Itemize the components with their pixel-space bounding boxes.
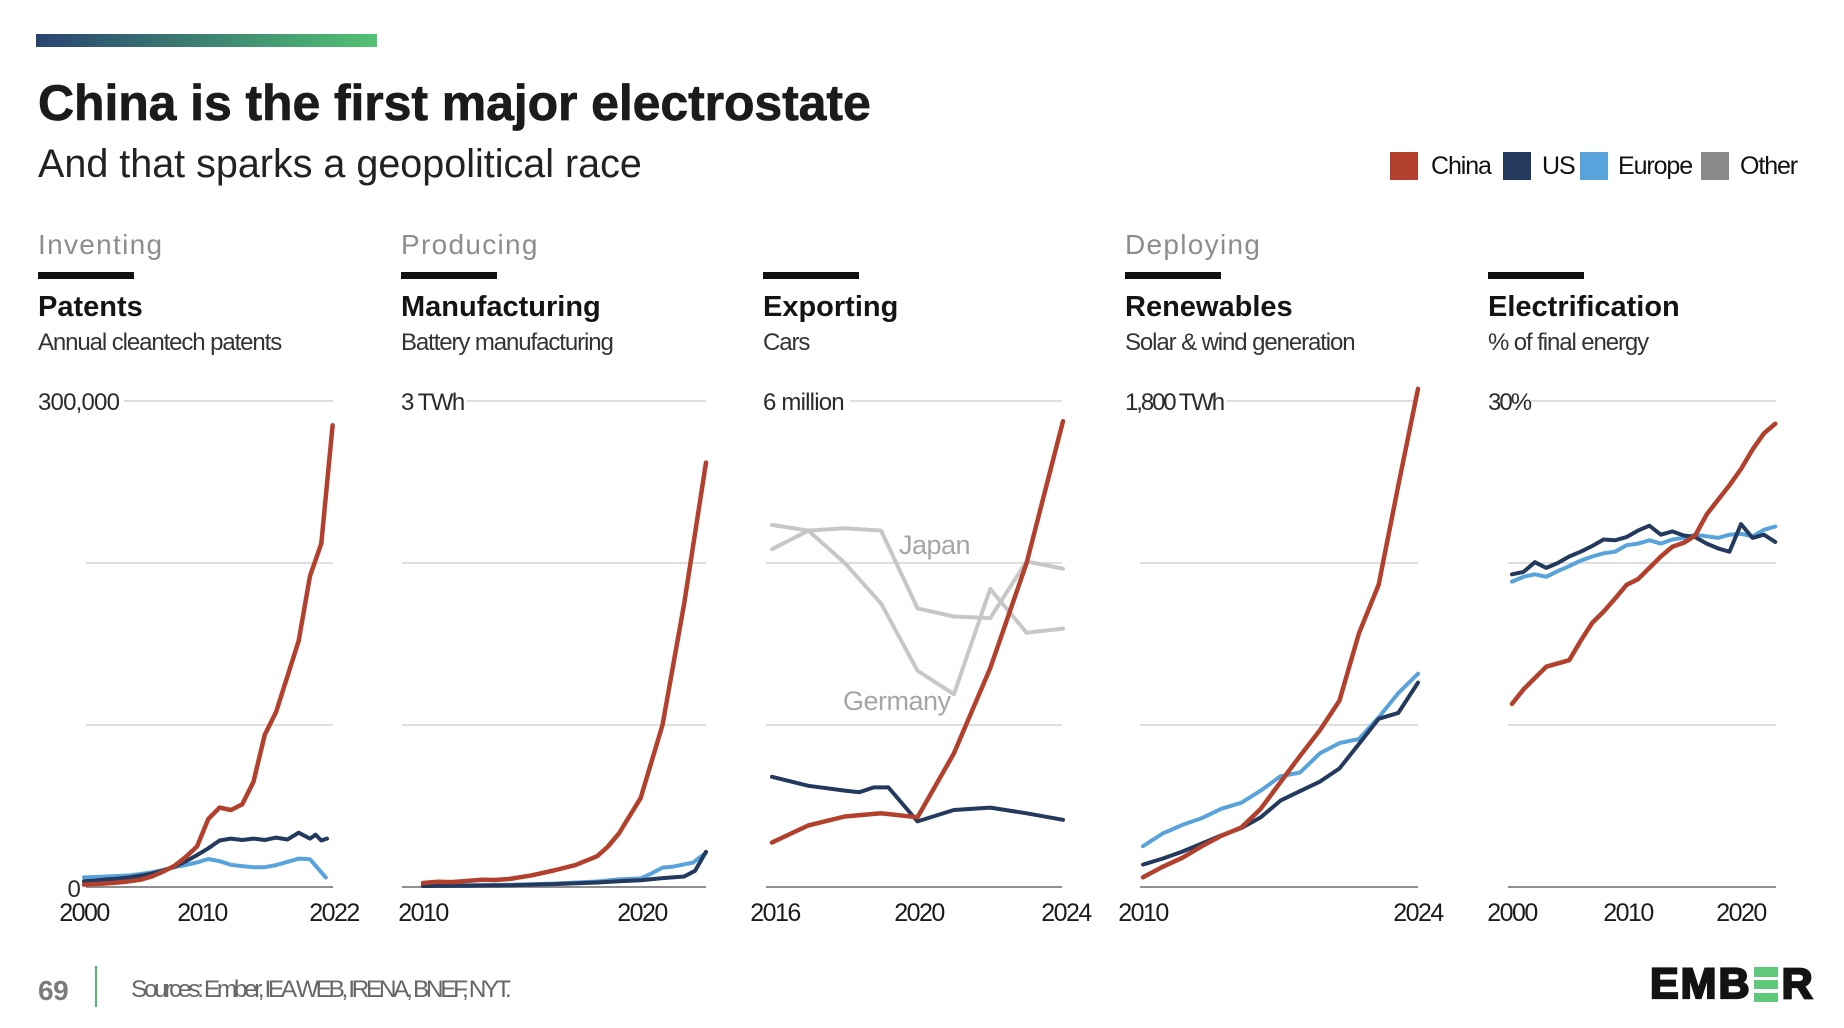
svg-text:Japan: Japan bbox=[899, 530, 970, 560]
svg-text:3 TWh: 3 TWh bbox=[401, 389, 464, 416]
svg-text:2000: 2000 bbox=[1487, 899, 1537, 927]
svg-text:2024: 2024 bbox=[1393, 899, 1444, 927]
svg-text:30%: 30% bbox=[1488, 389, 1532, 416]
svg-text:2000: 2000 bbox=[59, 899, 109, 927]
svg-text:0: 0 bbox=[67, 876, 80, 903]
svg-text:Germany: Germany bbox=[843, 686, 952, 716]
svg-text:1,800 TWh: 1,800 TWh bbox=[1125, 389, 1224, 416]
svg-text:2010: 2010 bbox=[1118, 899, 1168, 927]
svg-text:2016: 2016 bbox=[750, 899, 800, 927]
svg-text:2010: 2010 bbox=[1603, 899, 1653, 927]
svg-text:2010: 2010 bbox=[398, 899, 448, 927]
svg-text:2020: 2020 bbox=[894, 899, 944, 927]
svg-text:2010: 2010 bbox=[177, 899, 227, 927]
svg-text:300,000: 300,000 bbox=[38, 389, 120, 416]
svg-text:6 million: 6 million bbox=[763, 389, 844, 416]
svg-text:2020: 2020 bbox=[617, 899, 667, 927]
svg-text:2024: 2024 bbox=[1041, 899, 1092, 927]
svg-text:2020: 2020 bbox=[1716, 899, 1766, 927]
svg-text:2022: 2022 bbox=[309, 899, 359, 927]
